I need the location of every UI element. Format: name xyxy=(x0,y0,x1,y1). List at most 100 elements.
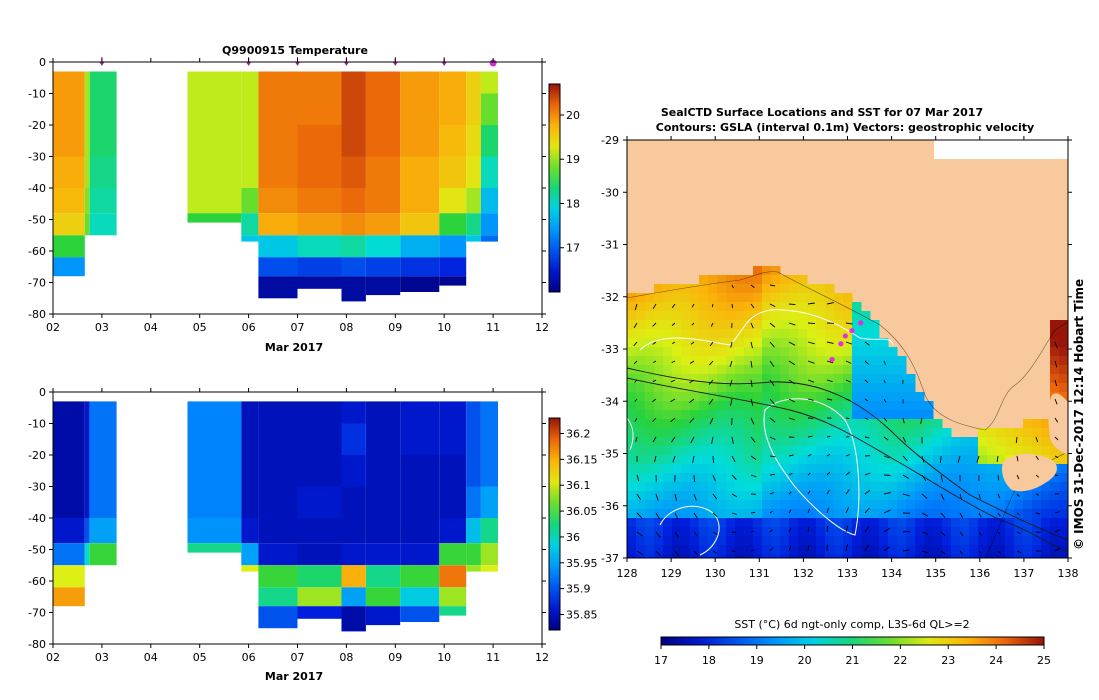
sst-cell xyxy=(861,536,871,546)
profile-cell xyxy=(439,188,467,214)
sst-cell xyxy=(663,455,673,465)
sst-cell xyxy=(744,365,754,375)
sst-cell xyxy=(888,491,898,501)
sst-cell xyxy=(807,473,817,483)
profile-cell xyxy=(341,565,366,588)
velocity-vector xyxy=(674,531,680,538)
sst-cell xyxy=(663,518,673,528)
velocity-vector xyxy=(652,436,657,443)
sst-cell xyxy=(798,356,808,366)
sst-cell xyxy=(960,500,970,510)
sst-cell xyxy=(663,356,673,366)
velocity-vector xyxy=(864,507,870,514)
sst-cell xyxy=(690,329,700,339)
sst-cell xyxy=(816,545,826,555)
sst-cell xyxy=(735,302,745,312)
x-tick-label: 08 xyxy=(339,651,353,664)
profile-cell xyxy=(400,213,440,236)
velocity-vector xyxy=(709,360,714,366)
sst-cell xyxy=(924,509,934,519)
sst-cell xyxy=(897,491,907,501)
velocity-vector xyxy=(920,417,923,425)
sst-cell xyxy=(870,500,880,510)
sst-cell xyxy=(708,491,718,501)
sst-cell xyxy=(753,509,763,519)
sst-cell xyxy=(717,446,727,456)
velocity-vector xyxy=(883,417,888,422)
sst-cell xyxy=(654,383,664,393)
sst-cell xyxy=(780,329,790,339)
sst-cell xyxy=(1041,527,1051,537)
sst-cell xyxy=(996,482,1006,492)
sst-cell xyxy=(762,311,772,321)
sst-cell xyxy=(1050,356,1060,366)
sst-cell xyxy=(726,374,736,384)
sst-cell xyxy=(654,302,664,312)
sst-cell xyxy=(978,482,988,492)
sst-cell xyxy=(780,311,790,321)
sst-cell xyxy=(717,347,727,357)
profile-cell xyxy=(187,486,242,518)
velocity-vector xyxy=(689,417,695,424)
sst-cell xyxy=(681,347,691,357)
sst-cell xyxy=(879,419,889,429)
sst-cell xyxy=(762,293,772,303)
sst-cell xyxy=(663,536,673,546)
sst-cell xyxy=(942,509,952,519)
sst-cell xyxy=(690,482,700,492)
sst-cell xyxy=(789,482,799,492)
sst-cell xyxy=(816,374,826,384)
sst-cell xyxy=(654,356,664,366)
sst-cell xyxy=(1032,428,1042,438)
sst-cell xyxy=(789,473,799,483)
sst-cell xyxy=(753,392,763,402)
coastal-land xyxy=(1002,393,1068,492)
profile-cell xyxy=(84,71,90,94)
map-colorbar-tick-label: 21 xyxy=(846,654,860,667)
sst-cell xyxy=(942,491,952,501)
sst-cell xyxy=(1041,545,1051,555)
velocity-vector xyxy=(1054,417,1059,423)
velocity-vector xyxy=(708,379,714,385)
sst-cell xyxy=(816,518,826,528)
profile-cell xyxy=(439,606,467,616)
sst-cell xyxy=(762,455,772,465)
sst-cell xyxy=(951,509,961,519)
sst-cell xyxy=(663,473,673,483)
sst-cell xyxy=(627,437,637,447)
sst-cell xyxy=(636,347,646,357)
sst-cell xyxy=(987,509,997,519)
sst-cell xyxy=(708,275,718,285)
velocity-vector xyxy=(864,379,869,384)
sst-cell xyxy=(816,419,826,429)
sst-cell xyxy=(771,266,781,276)
sst-cell xyxy=(798,554,808,558)
profile-cell xyxy=(341,257,366,277)
sst-cell xyxy=(924,464,934,474)
sst-cell xyxy=(690,428,700,438)
sst-cell xyxy=(699,473,709,483)
profile-cell xyxy=(258,213,298,236)
sst-cell xyxy=(753,464,763,474)
temperature-colorbar xyxy=(548,83,561,293)
sst-cell xyxy=(906,527,916,537)
gsla-contour xyxy=(627,367,1068,541)
sst-cell xyxy=(852,401,862,411)
profile-cell xyxy=(297,276,342,289)
velocity-vector xyxy=(883,436,889,441)
sst-cell xyxy=(978,455,988,465)
sst-cell xyxy=(789,509,799,519)
sst-cell xyxy=(690,446,700,456)
sst-cell xyxy=(1014,428,1024,438)
sst-cell xyxy=(762,464,772,474)
sst-cell xyxy=(645,437,655,447)
sst-cell xyxy=(798,383,808,393)
sst-cell xyxy=(681,491,691,501)
sst-cell xyxy=(663,482,673,492)
velocity-vector xyxy=(883,455,890,459)
sst-cell xyxy=(960,554,970,558)
velocity-vector xyxy=(750,322,754,329)
sst-cell xyxy=(627,401,637,411)
velocity-vector xyxy=(1035,512,1041,515)
profile-cell xyxy=(187,125,242,157)
